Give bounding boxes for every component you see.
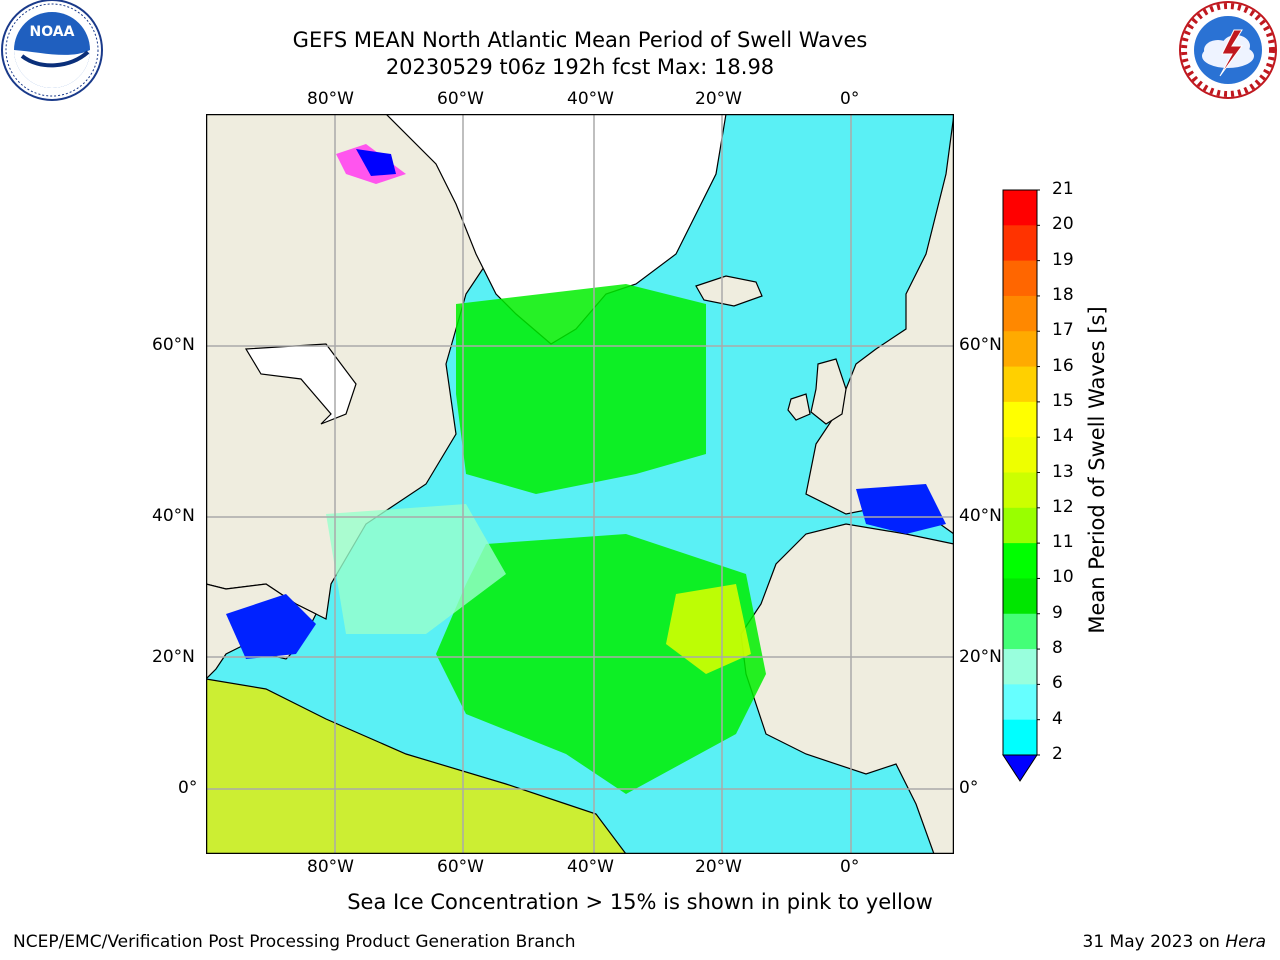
colorbar-tick-label: 12: [1052, 496, 1074, 517]
lat-label-left-40n: 40°N: [152, 506, 195, 526]
colorbar-bin: [1003, 366, 1037, 403]
svg-text:NOAA: NOAA: [30, 24, 75, 40]
colorbar-bin: [1003, 613, 1037, 650]
colorbar-bin: [1003, 437, 1037, 473]
colorbar-bin: [1003, 578, 1037, 615]
footer-date-text: 31 May 2023 on: [1082, 932, 1226, 952]
colorbar-tick-label: 14: [1052, 426, 1074, 447]
lat-label-left-0: 0°: [178, 778, 198, 798]
lat-label-right-40n: 40°N: [959, 506, 1002, 526]
land-iceland: [695, 275, 763, 307]
map-title: GEFS MEAN North Atlantic Mean Period of …: [292, 28, 868, 52]
land-british-isles: [810, 358, 847, 425]
colorbar-tick-label: 20: [1052, 214, 1074, 235]
colorbar-bin: [1003, 507, 1037, 544]
colorbar-label: Mean Period of Swell Waves [s]: [1085, 306, 1109, 634]
colorbar-tick-label: 13: [1052, 461, 1074, 482]
lon-label-bottom-20w: 20°W: [695, 857, 742, 877]
lon-label-top-80w: 80°W: [307, 89, 354, 109]
colorbar-tick-label: 8: [1052, 638, 1063, 659]
lon-label-bottom-40w: 40°W: [567, 857, 614, 877]
colorbar: [1002, 189, 1040, 782]
lat-label-right-60n: 60°N: [959, 335, 1002, 355]
colorbar-tick-label: 2: [1052, 744, 1063, 764]
lon-label-top-60w: 60°W: [437, 89, 484, 109]
lon-label-bottom-60w: 60°W: [437, 857, 484, 877]
lon-label-top-40w: 40°W: [567, 89, 614, 109]
swell-period-map: [206, 114, 954, 854]
colorbar-tick-label: 19: [1052, 249, 1074, 270]
noaa-logo: NOAA: [1, 0, 103, 101]
colorbar-bin: [1003, 331, 1037, 368]
colorbar-bin: [1003, 295, 1037, 332]
land-africa: [740, 523, 954, 854]
mediterranean: [856, 484, 946, 534]
footer-branch: NCEP/EMC/Verification Post Processing Pr…: [13, 932, 576, 952]
colorbar-bin: [1003, 190, 1037, 226]
gulf-of-mexico: [226, 594, 316, 659]
lon-label-top-0: 0°: [840, 89, 860, 109]
footer-date: 31 May 2023 on Hera: [1083, 932, 1267, 952]
colorbar-tick-label: 18: [1052, 284, 1074, 305]
colorbar-tick-label: 11: [1052, 532, 1074, 553]
map-subtitle: 20230529 t06z 192h fcst Max: 18.98: [385, 55, 775, 79]
lat-label-left-60n: 60°N: [152, 335, 195, 355]
colorbar-tick-label: 21: [1052, 179, 1074, 199]
colorbar-bin: [1003, 225, 1037, 262]
colorbar-bin: [1003, 543, 1037, 579]
sea-ice-caption: Sea Ice Concentration > 15% is shown in …: [347, 890, 933, 914]
nws-logo: [1179, 1, 1277, 99]
lat-label-right-0: 0°: [959, 778, 979, 798]
colorbar-tick-label: 4: [1052, 708, 1063, 729]
colorbar-bin: [1003, 719, 1037, 756]
colorbar-ticks: 21 20 19 18 17 16 15 14 13 12 11 10 9 8 6 4 2: [1052, 0, 1112, 960]
colorbar-bin: [1003, 472, 1037, 509]
colorbar-tick-label: 15: [1052, 390, 1074, 411]
colorbar-tick-label: 17: [1052, 320, 1074, 341]
lat-label-left-20n: 20°N: [152, 647, 195, 667]
land-south-america: [206, 678, 627, 854]
colorbar-tick-label: 9: [1052, 602, 1063, 623]
colorbar-under-arrow: [1002, 754, 1038, 782]
colorbar-tick-label: 6: [1052, 673, 1063, 694]
colorbar-bin: [1003, 401, 1037, 438]
footer-host: Hera: [1225, 932, 1266, 952]
colorbar-bin: [1003, 260, 1037, 297]
colorbar-bin: [1003, 684, 1037, 721]
colorbar-bin: [1003, 649, 1037, 685]
lon-label-top-20w: 20°W: [695, 89, 742, 109]
colorbar-tick-label: 10: [1052, 567, 1074, 588]
lon-label-bottom-0: 0°: [840, 857, 860, 877]
lat-label-right-20n: 20°N: [959, 647, 1002, 667]
lon-label-bottom-80w: 80°W: [307, 857, 354, 877]
colorbar-tick-label: 16: [1052, 355, 1074, 376]
